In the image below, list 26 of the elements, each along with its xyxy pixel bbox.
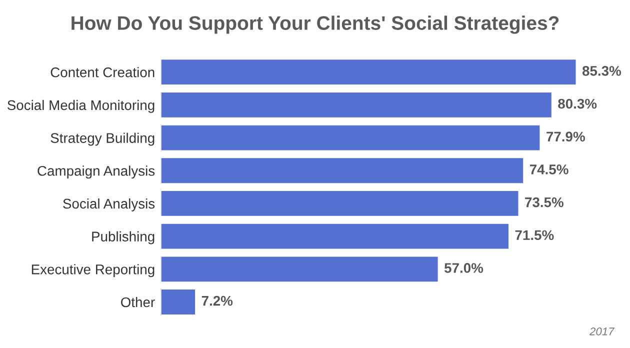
chart-title: How Do You Support Your Clients' Social Strategies? <box>72 16 559 34</box>
bar <box>160 190 520 218</box>
y-tick-label: Strategy Building <box>50 132 154 146</box>
bar <box>160 222 510 250</box>
data-label: 77.9% <box>546 132 585 142</box>
bar <box>160 91 553 119</box>
bar <box>160 156 524 184</box>
data-label: 71.5% <box>515 230 554 240</box>
data-label: 7.2% <box>202 296 233 306</box>
bar <box>160 58 576 86</box>
bar <box>160 288 196 316</box>
y-tick-label: Content Creation <box>50 67 154 78</box>
y-tick-label: Campaign Analysis <box>38 166 155 179</box>
bar <box>160 124 542 152</box>
y-tick-label: Social Analysis <box>63 198 155 212</box>
y-tick-label: Other <box>121 296 155 308</box>
data-label: 73.5% <box>525 197 564 208</box>
bar <box>160 255 440 283</box>
data-label: 85.3% <box>582 66 622 76</box>
data-label: 74.5% <box>530 164 568 174</box>
y-tick-label: Publishing <box>92 231 154 244</box>
y-tick-label: Social Media Monitoring <box>8 100 154 113</box>
data-label: 80.3% <box>558 98 597 109</box>
y-tick-label: Executive Reporting <box>32 264 154 278</box>
data-label: 57.0% <box>444 263 484 273</box>
text: 2017 <box>589 327 615 336</box>
